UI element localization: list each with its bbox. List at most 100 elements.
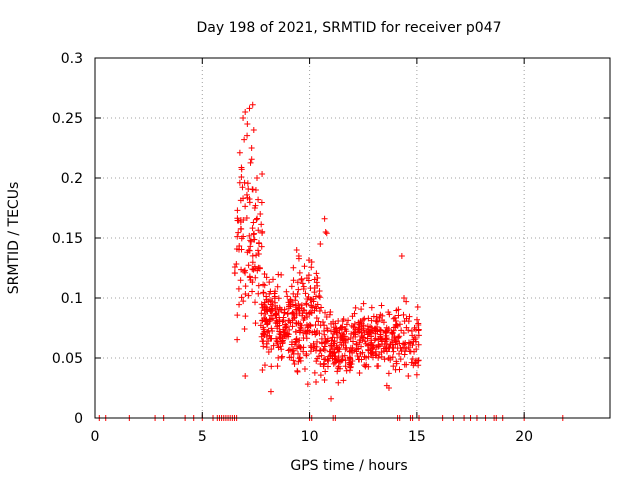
data-point: [403, 345, 410, 352]
data-point: [413, 346, 420, 353]
data-point: [301, 366, 308, 373]
data-point: [290, 350, 297, 357]
data-point: [320, 346, 327, 353]
data-point: [339, 353, 346, 360]
data-point: [323, 230, 330, 237]
data-point: [262, 318, 269, 325]
data-point: [322, 356, 329, 363]
data-point: [249, 101, 256, 108]
data-point: [321, 322, 328, 329]
data-point: [396, 321, 403, 328]
data-point: [322, 309, 329, 316]
data-point: [279, 353, 286, 360]
data-point: [250, 266, 257, 273]
y-axis-label: SRMTID / TECUs: [6, 182, 22, 295]
data-point: [290, 347, 297, 354]
data-point: [317, 372, 324, 379]
data-point: [286, 346, 293, 353]
data-point: [274, 320, 281, 327]
data-point: [338, 357, 345, 364]
data-point: [336, 346, 343, 353]
data-point: [271, 299, 278, 306]
data-point: [257, 211, 264, 217]
data-point: [291, 361, 298, 367]
data-point: [356, 328, 363, 335]
data-point: [266, 279, 273, 286]
data-point: [297, 344, 304, 351]
data-point: [284, 293, 291, 300]
data-point: [331, 337, 338, 344]
data-point: [268, 305, 275, 312]
data-point: [325, 358, 332, 365]
data-point: [298, 302, 305, 309]
data-point: [334, 334, 341, 341]
data-point: [274, 304, 281, 311]
data-point: [377, 327, 384, 334]
data-point: [308, 259, 315, 265]
data-point: [367, 329, 374, 336]
data-point: [347, 356, 354, 363]
data-point: [307, 302, 314, 309]
data-point: [343, 367, 350, 374]
data-point: [401, 295, 407, 301]
data-point: [405, 318, 412, 325]
data-point: [343, 328, 350, 335]
data-point: [376, 343, 383, 350]
data-point: [318, 304, 325, 311]
data-point: [304, 314, 311, 321]
x-tick-label: 10: [301, 429, 319, 445]
data-point: [251, 263, 258, 270]
data-point: [304, 381, 311, 388]
data-point: [254, 215, 261, 222]
data-point: [242, 203, 249, 210]
data-point: [316, 294, 323, 301]
data-point: [288, 354, 295, 361]
data-point: [298, 322, 305, 329]
data-point: [313, 379, 320, 385]
data-point: [274, 363, 281, 370]
data-point: [334, 368, 341, 375]
data-point: [350, 324, 357, 331]
data-point: [254, 175, 261, 181]
data-point: [263, 293, 270, 300]
data-point: [249, 252, 256, 259]
data-point: [269, 315, 276, 322]
data-point: [296, 337, 303, 344]
data-point: [238, 173, 245, 180]
data-point: [396, 350, 403, 357]
data-point: [293, 320, 300, 327]
data-point: [279, 337, 286, 344]
data-point: [412, 336, 419, 343]
data-point: [285, 331, 292, 338]
data-point: [259, 228, 266, 235]
data-point: [378, 302, 385, 309]
data-point: [244, 121, 251, 127]
data-point: [405, 373, 412, 379]
data-point: [388, 336, 395, 343]
data-point: [403, 361, 410, 368]
y-tick-label: 0.15: [52, 231, 83, 247]
data-point: [330, 318, 337, 325]
data-point: [258, 310, 265, 317]
data-point: [362, 338, 369, 345]
data-point: [360, 300, 367, 307]
data-point: [373, 344, 380, 351]
data-point: [253, 216, 260, 223]
data-point: [350, 338, 357, 345]
data-point: [290, 264, 297, 271]
data-point: [245, 262, 252, 269]
data-point: [351, 320, 358, 327]
data-point: [235, 285, 242, 292]
data-point: [398, 348, 405, 355]
data-point: [305, 293, 312, 300]
data-point: [242, 313, 249, 320]
data-point: [237, 277, 244, 284]
data-point: [244, 180, 251, 187]
data-point: [255, 239, 262, 246]
data-point: [306, 321, 313, 328]
y-tick-label: 0.25: [52, 111, 83, 127]
data-point: [324, 363, 331, 370]
data-point: [247, 159, 254, 166]
data-point: [290, 357, 297, 364]
